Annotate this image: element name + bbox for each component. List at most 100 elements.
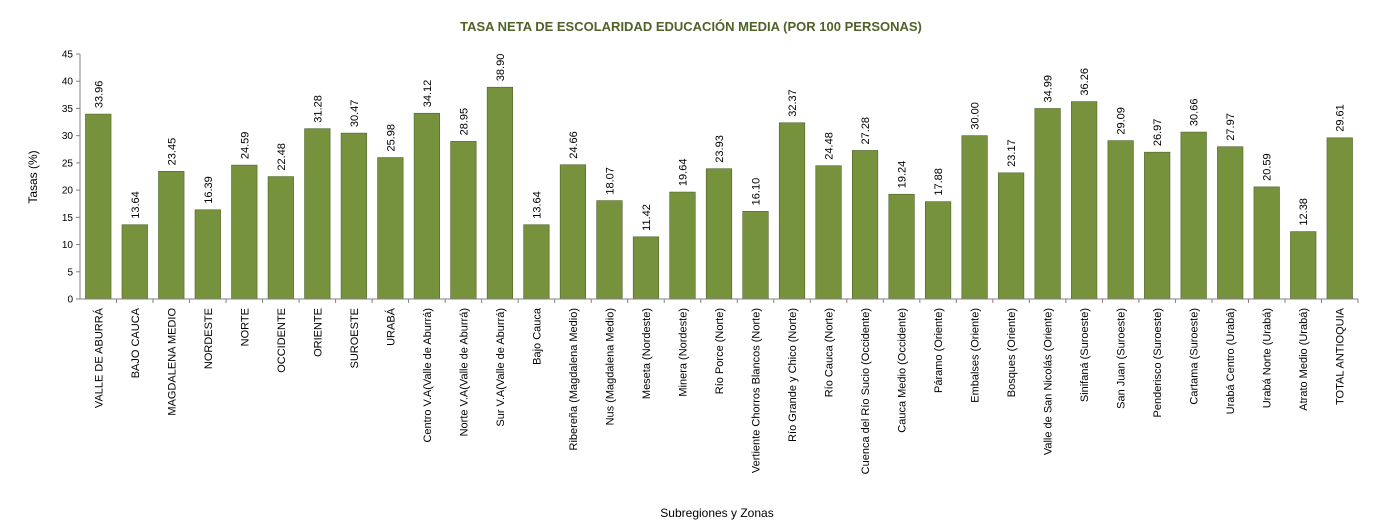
bar-value-label: 20.59 <box>1262 153 1274 181</box>
bar-value-label: 25.98 <box>385 124 397 152</box>
x-category-label: URABÁ <box>384 307 397 346</box>
bar-value-label: 27.97 <box>1225 113 1237 141</box>
bar <box>450 141 477 300</box>
bar-value-label: 30.47 <box>349 100 361 128</box>
bar <box>377 157 404 300</box>
y-axis-title: Tasas (%) <box>26 150 40 203</box>
x-category-label: Ribereña (Magdalena Medio) <box>568 308 580 450</box>
bar-value-label: 24.48 <box>824 132 836 160</box>
bar-value-label: 24.66 <box>568 131 580 159</box>
bar-value-label: 18.07 <box>604 167 616 195</box>
x-category-label: Norte V.A(Valle de Aburrá) <box>458 308 470 436</box>
bar-value-label: 23.45 <box>166 138 178 166</box>
y-tick-label: 15 <box>62 213 74 224</box>
x-category-label: Cuenca del Río Sucio (Occidente) <box>860 308 872 474</box>
x-category-label: Nus (Magdalena Medio) <box>604 308 616 425</box>
x-category-label: TOTAL ANTIOQUIA <box>1335 307 1347 405</box>
x-category-label: Urabá Centro (Urabá) <box>1225 308 1237 414</box>
bar-value-label: 23.93 <box>714 135 726 163</box>
x-category-label: Río Grande y Chico (Norte) <box>787 308 799 442</box>
x-category-label: Penderisco (Suroeste) <box>1152 308 1164 417</box>
x-category-label: VALLE DE ABURRÁ <box>92 307 105 408</box>
bar-value-label: 11.42 <box>641 204 653 231</box>
y-axis: 0 5 10 15 20 25 30 35 40 45 <box>62 50 81 306</box>
bar <box>413 112 440 300</box>
y-tick-label: 45 <box>62 50 74 61</box>
x-category-label: Sur V.A(Valle de Aburrá) <box>495 308 507 427</box>
x-category-label: Bosques (Oriente) <box>1006 308 1018 397</box>
bar <box>559 164 587 300</box>
x-category-label: Embalses (Oriente) <box>970 308 982 403</box>
x-category-label: Minera (Nordeste) <box>677 308 689 397</box>
x-category-label: NORDESTE <box>203 308 215 369</box>
x-category-label: BAJO CAUCA <box>130 307 142 378</box>
bar <box>1034 108 1061 300</box>
bar-value-label: 30.00 <box>970 102 982 130</box>
bar <box>1180 131 1207 300</box>
bar <box>1144 151 1171 300</box>
x-category-label: Cartama (Suroeste) <box>1189 308 1201 405</box>
x-category-label: Río Porce (Norte) <box>714 308 726 394</box>
bar <box>523 224 550 300</box>
bar-value-label: 38.90 <box>495 54 507 82</box>
x-category-label: NORTE <box>239 308 251 346</box>
x-category-label: Páramo (Oriente) <box>933 308 945 393</box>
x-category-label: Centro V.A(Valle de Aburrá) <box>422 308 434 443</box>
bar <box>340 132 367 300</box>
bar <box>961 135 988 300</box>
bar <box>1326 137 1353 300</box>
bar <box>632 236 660 300</box>
y-tick-label: 10 <box>62 240 74 251</box>
bar-value-label: 16.10 <box>751 178 763 206</box>
bar-value-label: 29.09 <box>1116 107 1128 135</box>
x-category-label: OCCIDENTE <box>276 308 288 373</box>
x-category-label: San Juan (Suroeste) <box>1116 308 1128 409</box>
bar-value-label: 30.66 <box>1189 99 1201 127</box>
bar-value-label: 34.99 <box>1043 75 1055 103</box>
bar <box>705 168 733 300</box>
bar <box>1217 146 1244 300</box>
x-category-label: ORIENTE <box>312 308 324 357</box>
bar-value-label: 31.28 <box>312 95 324 123</box>
bar-value-label: 22.48 <box>276 143 288 171</box>
bar-value-label: 36.26 <box>1079 68 1091 96</box>
bar <box>778 122 806 300</box>
bar-value-label: 29.61 <box>1335 104 1347 132</box>
bar <box>888 193 915 300</box>
bar-value-label: 27.28 <box>860 117 872 145</box>
bar <box>815 165 842 300</box>
x-category-label: Sinifaná (Suroeste) <box>1079 308 1091 402</box>
bar-value-label: 34.12 <box>422 80 434 108</box>
x-category-label: Río Cauca (Norte) <box>824 308 836 397</box>
x-category-label: Valle de San Nicolás (Oriente) <box>1043 308 1055 455</box>
bar <box>121 224 148 300</box>
chart-title: TASA NETA DE ESCOLARIDAD EDUCACIÓN MEDIA… <box>460 19 922 34</box>
bar-value-label: 24.59 <box>239 132 251 160</box>
bar <box>742 211 769 300</box>
bar-value-label: 28.95 <box>458 108 470 136</box>
x-axis: VALLE DE ABURRÁ BAJO CAUCA MAGDALENA MEDIO… <box>80 298 1359 474</box>
bar <box>267 176 294 300</box>
y-tick-label: 5 <box>67 267 73 278</box>
x-category-label: Meseta (Nordeste) <box>641 308 653 399</box>
y-tick-label: 40 <box>62 77 74 88</box>
bar-value-label: 13.64 <box>130 191 142 219</box>
bar <box>304 128 331 300</box>
bar-value-label: 13.64 <box>531 191 543 219</box>
bar-value-label: 16.39 <box>203 176 215 204</box>
x-category-label: Cauca Medio (Occidente) <box>897 308 909 433</box>
x-category-label: Vertiente Chorros Blancos (Norte) <box>751 308 763 473</box>
bar <box>231 164 258 300</box>
bar <box>158 171 185 300</box>
x-category-label: Urabá Norte (Urabá) <box>1262 308 1274 408</box>
y-tick-label: 25 <box>62 158 74 169</box>
data-labels: 33.96 13.64 23.45 16.39 24.59 22.48 31.28 30.47… <box>93 54 1346 231</box>
bar <box>669 191 696 300</box>
y-tick-label: 35 <box>62 104 74 115</box>
bar-value-label: 17.88 <box>933 168 945 196</box>
bar-value-label: 32.37 <box>787 89 799 117</box>
bar <box>925 201 952 300</box>
x-category-label: Bajo Cauca <box>531 307 543 365</box>
bar <box>85 113 112 300</box>
